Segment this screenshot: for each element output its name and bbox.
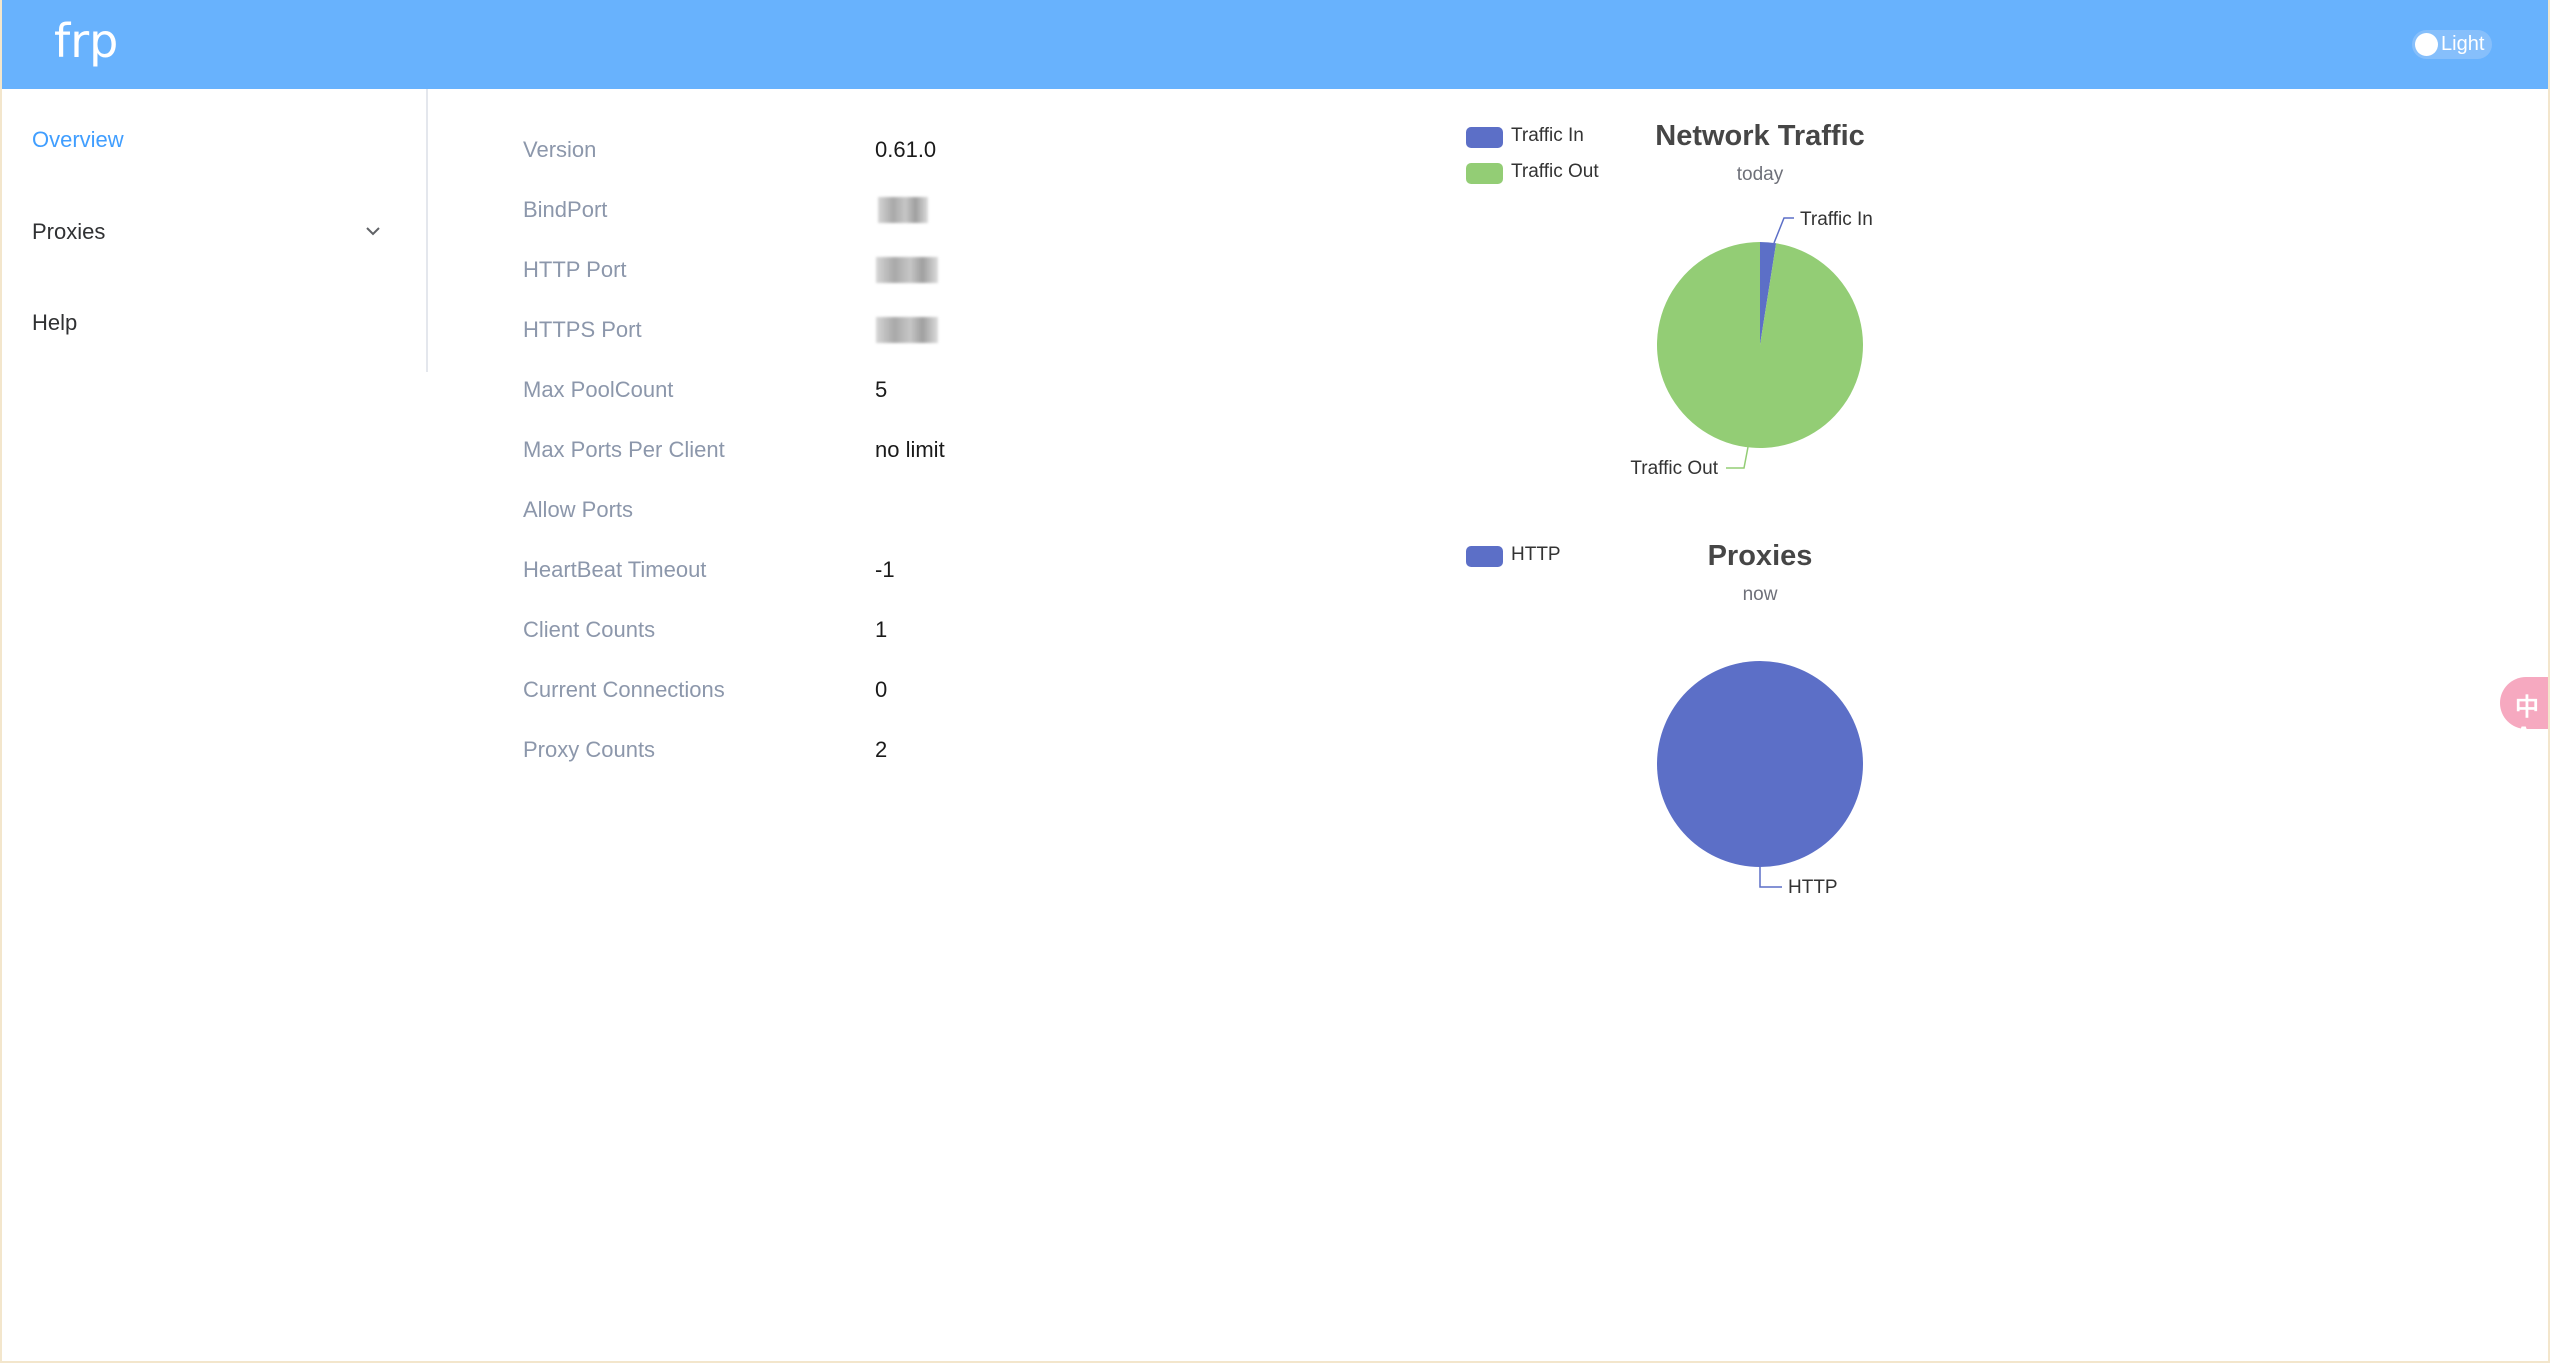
redacted-https-port-value (876, 317, 938, 343)
toggle-knob (2415, 33, 2438, 56)
theme-toggle[interactable]: Light (2412, 30, 2492, 59)
pie-slice-traffic-in[interactable] (1760, 242, 1777, 345)
legend-swatch-traffic-in[interactable] (1466, 127, 1503, 148)
redacted-bindport-value (878, 197, 928, 223)
info-label-max-ports-per-client: Max Ports Per Client (523, 437, 725, 462)
info-label-https-port: HTTPS Port (523, 317, 642, 342)
info-value-proxy-counts: 2 (875, 737, 888, 762)
info-value-max-ports-per-client: no limit (875, 437, 945, 462)
info-label-http-port: HTTP Port (523, 257, 627, 282)
label-line-traffic-out (1726, 446, 1749, 469)
info-value-heartbeat-timeout: -1 (875, 557, 895, 582)
info-value-current-connections: 0 (875, 677, 888, 702)
chart-subtitle-now: now (1742, 584, 1778, 605)
chevron-down-icon[interactable] (360, 218, 386, 244)
info-label-heartbeat-timeout: HeartBeat Timeout (523, 557, 707, 582)
legend-label-traffic-in[interactable]: Traffic In (1511, 125, 1584, 146)
info-value-max-poolcount: 5 (875, 377, 888, 402)
chart-title-network-traffic: Network Traffic (1655, 120, 1865, 152)
legend-label-http[interactable]: HTTP (1511, 544, 1561, 565)
info-value-client-counts: 1 (875, 617, 888, 642)
info-label-bindport: BindPort (523, 197, 608, 222)
sidebar-item-overview[interactable]: Overview (32, 127, 124, 152)
info-value-version: 0.61.0 (875, 137, 937, 162)
slice-label-traffic-out: Traffic Out (1630, 458, 1718, 479)
top-header: frp Light (2, 0, 2548, 89)
translate-icon: 中A (2515, 694, 2539, 749)
info-label-current-connections: Current Connections (523, 677, 725, 702)
legend-swatch-http[interactable] (1466, 546, 1503, 567)
pie-slice-traffic-out[interactable] (1657, 241, 1864, 448)
chart-title-proxies: Proxies (1707, 540, 1813, 572)
label-line-traffic-in (1773, 217, 1794, 244)
pie-slice-http[interactable] (1657, 661, 1863, 867)
sidebar-menu: Overview Proxies Help (2, 89, 428, 372)
app-logo: frp (54, 14, 119, 68)
info-label-client-counts: Client Counts (523, 617, 656, 642)
chart-subtitle-today: today (1736, 164, 1784, 185)
info-label-allow-ports: Allow Ports (523, 497, 634, 522)
translate-button[interactable]: 中A (2500, 677, 2548, 749)
slice-label-http: HTTP (1788, 877, 1838, 898)
legend-label-traffic-out[interactable]: Traffic Out (1511, 161, 1599, 182)
legend-swatch-traffic-out[interactable] (1466, 163, 1503, 184)
redacted-http-port-value (876, 257, 938, 283)
info-label-max-poolcount: Max PoolCount (523, 377, 674, 402)
sidebar-item-help[interactable]: Help (32, 310, 78, 335)
info-label-proxy-counts: Proxy Counts (523, 737, 656, 762)
slice-label-traffic-in: Traffic In (1800, 209, 1873, 230)
label-line-http (1759, 867, 1782, 888)
info-label-version: Version (523, 137, 597, 162)
theme-toggle-label: Light (2441, 33, 2485, 55)
sidebar-item-proxies[interactable]: Proxies (32, 219, 106, 244)
